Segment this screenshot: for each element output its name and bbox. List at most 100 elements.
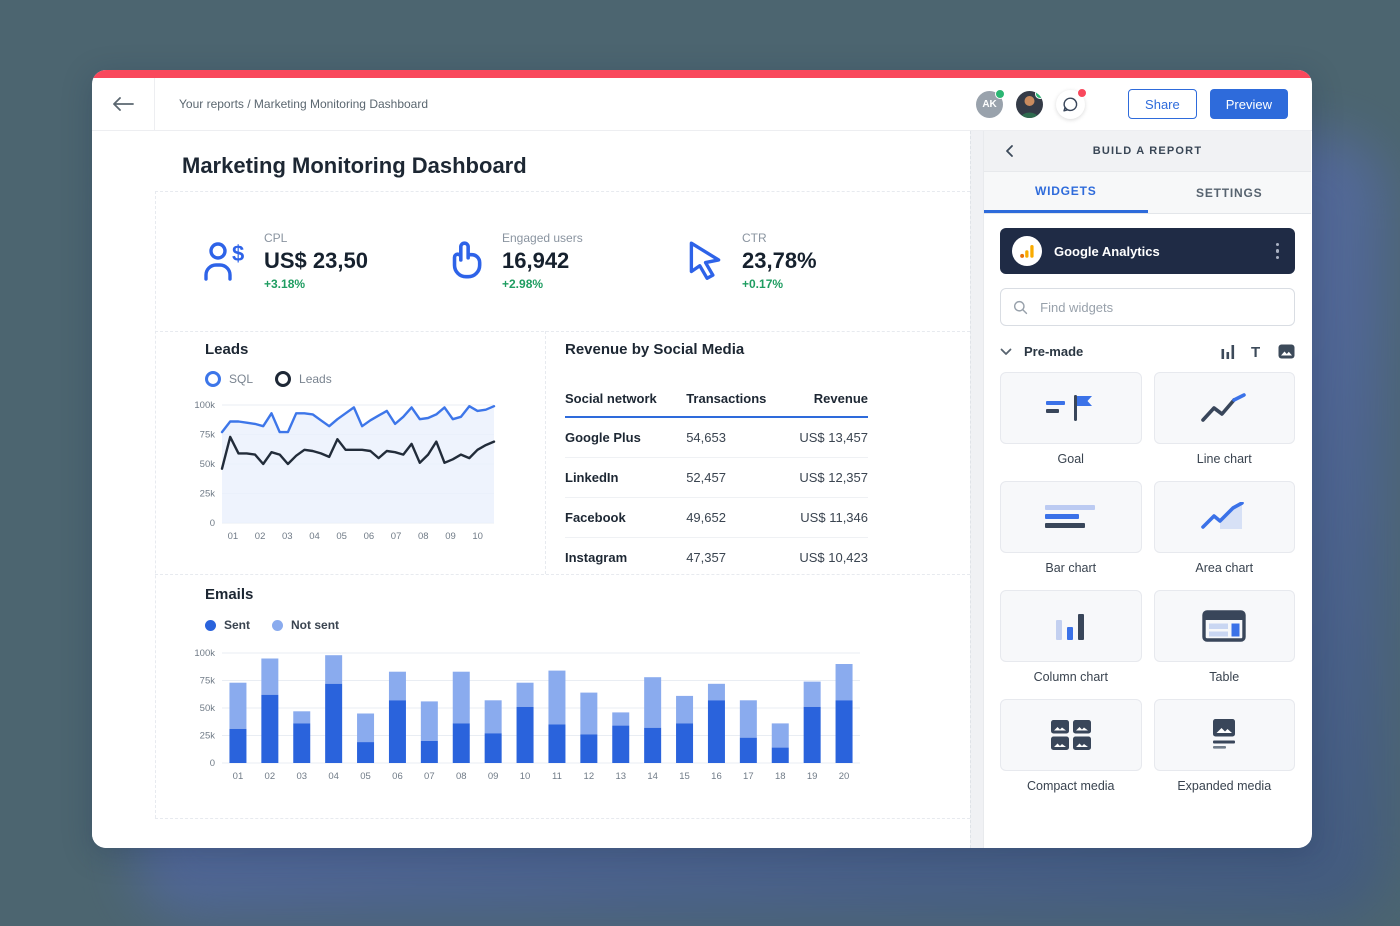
svg-text:01: 01 — [233, 771, 244, 782]
svg-text:16: 16 — [711, 771, 722, 782]
revenue-table[interactable]: Social network Transactions Revenue Goog… — [565, 383, 868, 577]
column-chart-icon — [1055, 614, 1084, 640]
widget-goal[interactable]: Goal — [1000, 372, 1142, 466]
premade-group-label[interactable]: Pre-made — [1024, 344, 1084, 359]
tab-settings[interactable]: SETTINGS — [1196, 185, 1263, 200]
report-title: Marketing Monitoring Dashboard — [182, 153, 527, 178]
svg-text:$: $ — [232, 241, 244, 266]
table-row[interactable]: Instagram 47,357 US$ 10,423 — [565, 538, 868, 578]
grid-guide — [155, 818, 970, 819]
svg-text:07: 07 — [424, 771, 435, 782]
svg-text:02: 02 — [265, 771, 276, 782]
online-status-dot — [1035, 90, 1044, 99]
svg-text:12: 12 — [584, 771, 595, 782]
panel-header: BUILD A REPORT — [984, 131, 1311, 172]
table-cell: US$ 13,457 — [786, 417, 868, 458]
panel-scroll-gutter[interactable] — [970, 131, 984, 848]
svg-text:50k: 50k — [200, 459, 216, 470]
widget-compact-media[interactable]: Compact media — [1000, 699, 1142, 793]
chat-button[interactable] — [1056, 87, 1088, 119]
kpi-delta: +3.18% — [264, 277, 306, 291]
svg-text:15: 15 — [679, 771, 690, 782]
person-photo-icon — [1020, 95, 1040, 118]
app-window: Your reports / Marketing Monitoring Dash… — [92, 70, 1312, 848]
table-cell: LinkedIn — [565, 457, 687, 498]
svg-text:03: 03 — [282, 531, 293, 542]
kpi-cpl[interactable]: $ CPL US$ 23,50 +3.18% — [202, 231, 368, 291]
svg-text:50k: 50k — [200, 703, 216, 714]
svg-text:08: 08 — [418, 531, 429, 542]
svg-text:25k: 25k — [200, 731, 216, 742]
legend-dot-leads — [275, 371, 292, 387]
compact-media-icon — [1050, 720, 1091, 750]
widget-table[interactable]: Table — [1153, 590, 1295, 684]
svg-text:75k: 75k — [200, 430, 216, 441]
kpi-engaged-users[interactable]: Engaged users 16,942 +2.98% — [444, 231, 583, 291]
cursor-arrow-icon — [689, 241, 721, 280]
panel-back-button[interactable] — [1004, 144, 1014, 158]
table-row[interactable]: Facebook 49,652 US$ 11,346 — [565, 497, 868, 538]
kpi-label: Engaged users — [502, 231, 583, 245]
panel-tabs: WIDGETS SETTINGS — [984, 172, 1311, 214]
svg-text:10: 10 — [472, 531, 483, 542]
table-cell: 47,357 — [686, 550, 726, 565]
svg-text:100k: 100k — [194, 648, 215, 659]
kpi-ctr[interactable]: CTR 23,78% +0.17% — [684, 231, 817, 291]
svg-text:11: 11 — [552, 771, 562, 782]
data-source-selector[interactable]: Google Analytics — [1000, 228, 1295, 274]
widget-column-chart[interactable]: Column chart — [1000, 590, 1142, 684]
kebab-menu-icon[interactable] — [1272, 239, 1284, 264]
column-chart-filter-icon[interactable] — [1221, 344, 1235, 359]
widget-expanded-media[interactable]: Expanded media — [1153, 699, 1295, 793]
leads-line-chart[interactable]: 100k 75k 50k 25k 0 01 02 03 04 05 06 07 08 09 10 — [192, 399, 502, 549]
notification-dot — [1077, 87, 1088, 98]
back-button[interactable] — [92, 78, 155, 130]
widget-label: Line chart — [1196, 452, 1252, 466]
svg-text:T: T — [1251, 344, 1260, 359]
avatar-ak[interactable]: AK — [976, 88, 1006, 118]
share-button[interactable]: Share — [1128, 89, 1197, 119]
svg-text:01: 01 — [228, 531, 239, 542]
legend-dot-sent — [205, 619, 216, 631]
column-header: Revenue — [786, 383, 868, 418]
online-status-dot — [995, 88, 1006, 99]
preview-button[interactable]: Preview — [1209, 89, 1288, 119]
widget-search-box[interactable] — [1000, 288, 1295, 326]
search-input[interactable] — [1038, 298, 1282, 316]
svg-text:20: 20 — [839, 771, 850, 782]
svg-text:09: 09 — [445, 531, 456, 542]
table-body: Google Plus 54,653 US$ 13,457 LinkedIn 52,45… — [565, 417, 868, 577]
goal-icon — [1045, 395, 1092, 421]
widget-label: Table — [1209, 670, 1240, 684]
table-row[interactable]: Google Plus 54,653 US$ 13,457 — [565, 417, 868, 458]
table-cell: Instagram — [565, 550, 628, 565]
avatar-photo[interactable] — [1016, 90, 1044, 118]
expanded-media-icon — [1213, 719, 1236, 749]
image-filter-icon[interactable] — [1278, 344, 1295, 359]
text-filter-icon[interactable]: T — [1250, 344, 1263, 359]
widget-line-chart[interactable]: Line chart — [1153, 372, 1295, 466]
legend-label: Not sent — [291, 618, 340, 632]
svg-text:03: 03 — [296, 771, 307, 782]
back-arrow-icon — [113, 97, 134, 111]
widget-area-chart[interactable]: Area chart — [1153, 481, 1295, 575]
widget-bar-chart[interactable]: Bar chart — [1000, 481, 1142, 575]
svg-text:06: 06 — [364, 531, 375, 542]
area-chart-icon — [1201, 502, 1245, 529]
window-top-strip — [92, 70, 1312, 78]
table-cell: US$ 12,357 — [786, 457, 868, 498]
panel-title: BUILD A REPORT — [1092, 145, 1203, 157]
legend-label: Leads — [299, 372, 332, 386]
kpi-delta: +0.17% — [742, 277, 784, 291]
legend-label: Sent — [224, 618, 251, 632]
kpi-value: 16,942 — [502, 248, 570, 273]
svg-text:75k: 75k — [200, 676, 216, 687]
widget-label: Column chart — [1033, 670, 1108, 684]
widget-label: Compact media — [1026, 779, 1115, 793]
emails-bar-chart[interactable]: 100k 75k 50k 25k 0 01 02 03 04 05 06 07 08 09 10 11 12 13… — [192, 647, 872, 807]
table-row[interactable]: LinkedIn 52,457 US$ 12,357 — [565, 457, 868, 498]
chevron-down-icon[interactable] — [1000, 348, 1012, 356]
tab-widgets[interactable]: WIDGETS — [984, 172, 1148, 213]
chevron-left-icon — [1006, 145, 1013, 157]
column-header: Transactions — [686, 383, 787, 418]
